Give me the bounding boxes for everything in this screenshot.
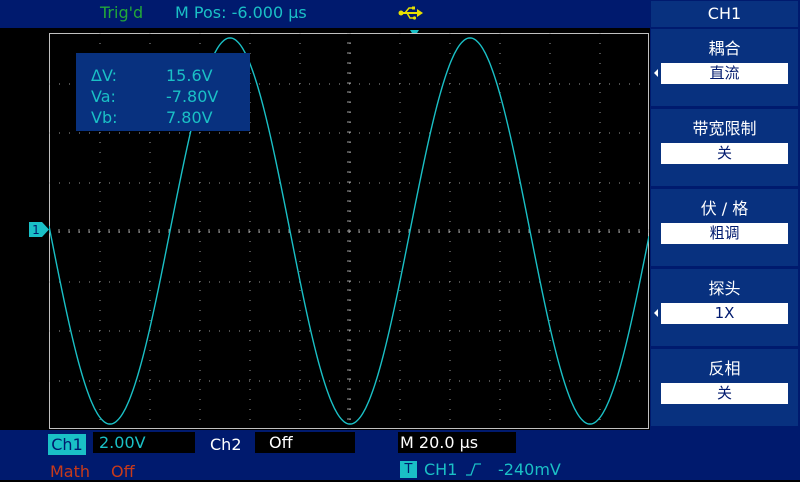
left-arrow-icon (654, 309, 658, 317)
cursor-a-label: Va: (91, 87, 116, 106)
left-arrow-icon (654, 69, 658, 77)
cursor-b-value: 7.80V (166, 108, 213, 127)
menu-item-coupling[interactable]: 耦合 直流 (651, 29, 798, 106)
menu-item-volts-per-div[interactable]: 伏 / 格 粗调 (651, 189, 798, 266)
bandwidth-limit-value[interactable]: 关 (661, 143, 788, 164)
volts-per-div-value[interactable]: 粗调 (661, 223, 788, 244)
menu-title: CH1 (651, 1, 798, 27)
trigger-level: -240mV (498, 460, 561, 479)
ch2-label[interactable]: Ch2 (210, 435, 242, 454)
menu-item-invert[interactable]: 反相 关 (651, 349, 798, 426)
math-status: Off (111, 462, 135, 481)
rising-edge-icon (466, 463, 481, 476)
bandwidth-limit-label: 带宽限制 (692, 119, 757, 138)
invert-value[interactable]: 关 (661, 383, 788, 404)
center-axis-ticks (49, 33, 649, 429)
coupling-value[interactable]: 直流 (661, 63, 788, 84)
ch1-waveform (49, 37, 649, 425)
probe-value[interactable]: 1X (661, 303, 788, 324)
cursor-a-row: Va: -7.80V (91, 87, 218, 107)
menu-item-probe[interactable]: 探头 1X (651, 269, 798, 346)
cursor-a-value: -7.80V (166, 87, 219, 106)
cursor-readout: ΔV: 15.6V Va: -7.80V Vb: 7.80V (76, 53, 250, 131)
trigger-source: CH1 (424, 460, 458, 479)
cursor-delta-label: ΔV: (91, 66, 117, 85)
cursor-delta-row: ΔV: 15.6V (91, 66, 213, 86)
trigger-badge: T (400, 461, 417, 478)
top-status-bar (0, 0, 650, 28)
cursor-b-label: Vb: (91, 108, 118, 127)
usb-icon (398, 6, 423, 20)
invert-label: 反相 (708, 359, 741, 378)
cursor-b-row: Vb: 7.80V (91, 108, 213, 128)
math-label[interactable]: Math (50, 462, 91, 481)
horizontal-position-label: M Pos: (175, 3, 227, 22)
ch1-ground-marker-label: 1 (32, 223, 40, 237)
graticule (49, 33, 649, 429)
timebase: M 20.0 µs (398, 432, 516, 453)
cursor-delta-value: 15.6V (166, 66, 213, 85)
horizontal-position-value: -6.000 µs (231, 3, 307, 22)
ch1-label[interactable]: Ch1 (48, 434, 86, 455)
volts-per-div-label: 伏 / 格 (700, 199, 749, 218)
ch1-ground-marker[interactable]: 1 (29, 222, 49, 237)
ch1-volts-per-div: 2.00V (93, 432, 195, 453)
horizontal-position: M Pos: -6.000 µs (175, 3, 307, 22)
probe-label: 探头 (708, 279, 741, 298)
trigger-status: Trig'd (100, 3, 144, 22)
ch2-status: Off (255, 432, 355, 453)
menu-item-bandwidth-limit[interactable]: 带宽限制 关 (651, 109, 798, 186)
coupling-label: 耦合 (708, 39, 741, 58)
